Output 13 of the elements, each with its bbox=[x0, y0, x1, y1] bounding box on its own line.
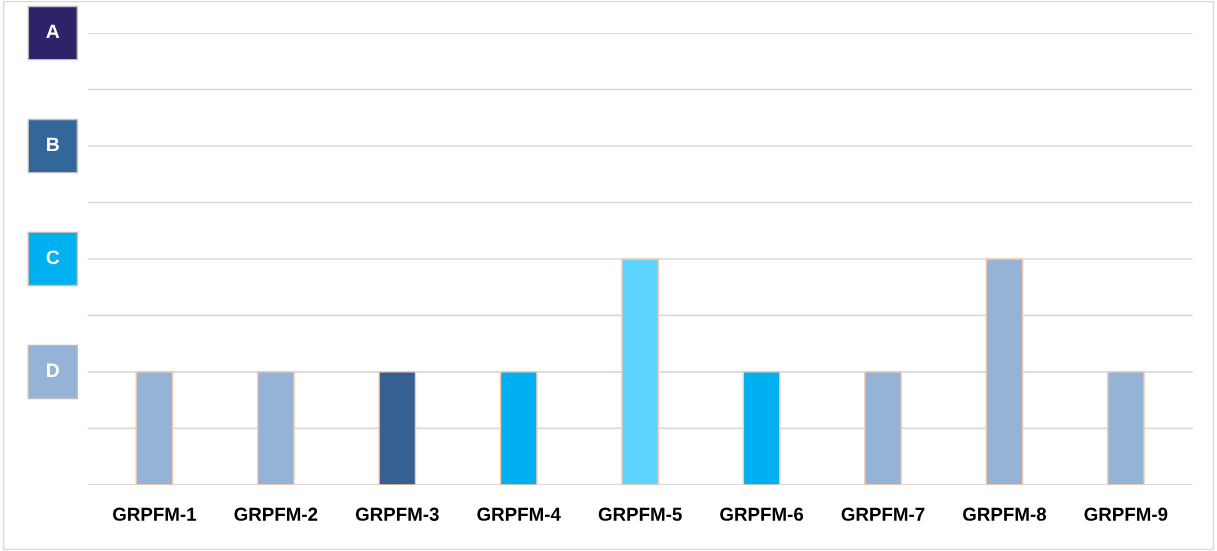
x-tick-label: GRPFM-2 bbox=[234, 507, 318, 521]
text: D bbox=[47, 363, 59, 377]
x-tick-label: GRPFM-6 bbox=[720, 507, 804, 521]
x-tick-label: GRPFM-1 bbox=[113, 507, 197, 521]
text: A bbox=[46, 24, 60, 39]
x-tick-label: GRPFM-5 bbox=[598, 507, 682, 521]
text: B bbox=[47, 137, 59, 152]
x-tick-label: GRPFM-4 bbox=[477, 507, 561, 521]
x-tick-label: GRPFM-7 bbox=[841, 507, 925, 521]
x-tick-label: GRPFM-9 bbox=[1084, 507, 1168, 521]
text: C bbox=[46, 250, 60, 265]
x-tick-label: GRPFM-3 bbox=[355, 507, 439, 521]
x-tick-label: GRPFM-8 bbox=[963, 507, 1047, 521]
